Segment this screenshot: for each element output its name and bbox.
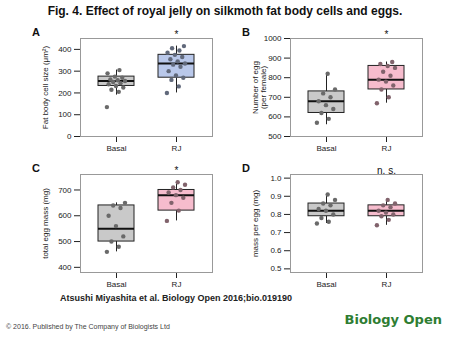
svg-text:1.0: 1.0 [270, 174, 282, 183]
svg-text:RJ: RJ [382, 280, 392, 289]
svg-text:500: 500 [268, 132, 282, 141]
svg-text:0.8: 0.8 [270, 210, 282, 219]
html-text:D: D [242, 162, 250, 174]
svg-text:Fat body cell size (μm²): Fat body cell size (μm²) [41, 46, 50, 130]
svg-text:0.7: 0.7 [270, 228, 282, 237]
svg-text:700: 700 [268, 93, 282, 102]
svg-text:300: 300 [58, 67, 72, 76]
html-text:B: B [242, 26, 250, 38]
svg-text:Basal: Basal [106, 280, 126, 289]
html-text:© 2016. Published by The Compa: © 2016. Published by The Company of Biol… [6, 323, 170, 330]
svg-text:600: 600 [58, 211, 72, 220]
svg-text:700: 700 [58, 186, 72, 195]
svg-text:Basal: Basal [316, 280, 336, 289]
svg-text:1000: 1000 [264, 34, 282, 43]
svg-text:*: * [175, 165, 179, 176]
html-text:A: A [32, 26, 40, 38]
svg-text:Basal: Basal [106, 144, 126, 153]
svg-text:RJ: RJ [172, 144, 182, 153]
svg-text:0.6: 0.6 [270, 246, 282, 255]
svg-text:200: 200 [58, 89, 72, 98]
svg-text:n. s.: n. s. [377, 165, 396, 176]
svg-text:total egg mass (mg): total egg mass (mg) [41, 188, 50, 259]
html-text:C: C [32, 162, 40, 174]
svg-text:Number of egg(per female): Number of egg(per female) [251, 61, 268, 114]
html-text:Atsushi Miyashita et al. Biolo: Atsushi Miyashita et al. Biology Open 20… [60, 293, 293, 303]
svg-text:mass per egg (mg): mass per egg (mg) [251, 190, 260, 257]
svg-text:*: * [385, 29, 389, 40]
svg-text:0.5: 0.5 [270, 264, 282, 273]
svg-text:600: 600 [268, 112, 282, 121]
svg-text:*: * [175, 29, 179, 40]
svg-text:0: 0 [67, 132, 72, 141]
svg-text:800: 800 [268, 73, 282, 82]
svg-text:400: 400 [58, 45, 72, 54]
html-text:Fig. 4. Effect of royal jelly: Fig. 4. Effect of royal jelly on silkmot… [47, 4, 403, 18]
svg-text:100: 100 [58, 110, 72, 119]
svg-text:500: 500 [58, 237, 72, 246]
svg-text:0.9: 0.9 [270, 192, 282, 201]
svg-text:Basal: Basal [316, 144, 336, 153]
html-text:Biology Open: Biology Open [344, 312, 442, 327]
svg-text:400: 400 [58, 263, 72, 272]
svg-text:RJ: RJ [172, 280, 182, 289]
svg-text:RJ: RJ [382, 144, 392, 153]
svg-text:900: 900 [268, 54, 282, 63]
